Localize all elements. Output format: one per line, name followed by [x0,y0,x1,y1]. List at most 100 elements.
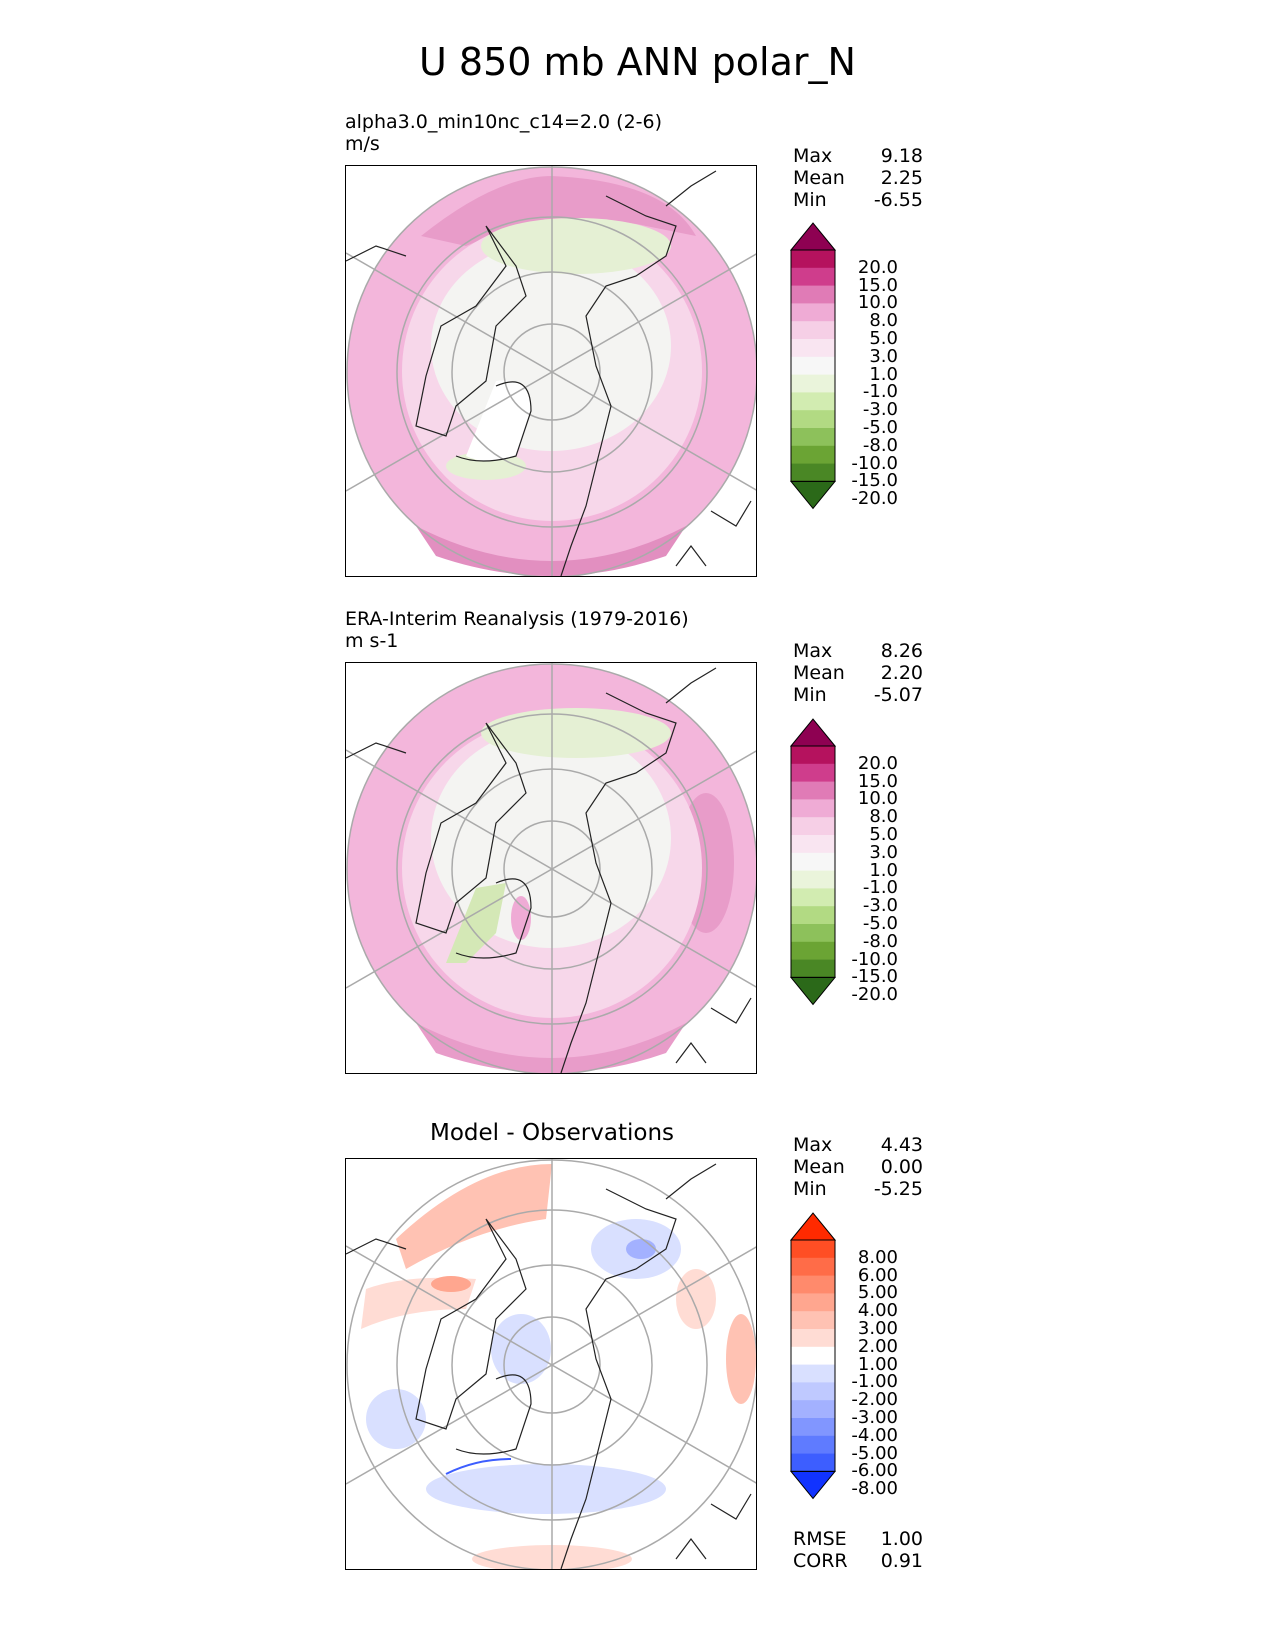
colorbar-tick-label: -1.0 [862,877,898,899]
panel-2-stats: Max 8.26 Mean 2.20 Min -5.07 [793,640,923,706]
panel-3-min-label: Min [793,1178,827,1200]
colorbar-tick-label: -5.00 [851,1442,898,1464]
colorbar-bin [791,463,835,482]
colorbar-bin [791,1418,835,1437]
colorbar-outline [790,249,836,482]
panel-3-map-svg [346,1159,756,1569]
colorbar-bin [791,285,835,304]
panel-2-units: m s-1 [345,630,399,652]
panel-1-units: m/s [345,133,380,155]
colorbar-tick-label: 8.0 [869,310,898,332]
colorbar-bin [791,1240,835,1259]
colorbar-tick-label: 15.0 [857,274,898,296]
colorbar-tick-label: -20.0 [851,984,898,1006]
colorbar-tick-label: 4.00 [857,1300,898,1322]
colorbar-tick-label: -10.0 [851,452,898,474]
colorbar-bin [791,799,835,818]
colorbar-bin [791,817,835,836]
panel-2-min-label: Min [793,684,827,706]
panel-2-mean-value: 2.20 [880,662,923,684]
colorbar-bin [791,1400,835,1419]
colorbar-tick-label: -3.0 [862,399,898,421]
panel-3-mean-value: 0.00 [880,1156,923,1178]
colorbar-bin [791,428,835,447]
colorbar-bin [791,1435,835,1455]
corr-label: CORR [793,1550,848,1572]
colorbar-bin [791,941,835,961]
panel-3-stats: Max 4.43 Mean 0.00 Min -5.25 [793,1134,923,1200]
colorbar-tick-label: 3.0 [869,345,898,367]
colorbar-tick-label: 3.0 [869,841,898,863]
colorbar-outline [790,745,836,978]
colorbar-tick-label: 8.00 [857,1246,898,1268]
colorbar-outline [790,1239,836,1472]
colorbar-tick-label: 5.0 [869,328,898,349]
panel-2-min-value: -5.07 [873,684,923,706]
colorbar-tick-label: -15.0 [851,966,898,988]
panel-1-max-value: 9.18 [880,145,923,167]
panel-1-min-value: -6.55 [873,189,923,211]
panel-2-max-label: Max [793,640,833,662]
colorbar-extend-bottom [790,480,836,510]
colorbar-tick-label: -3.00 [851,1407,898,1428]
colorbar-tick-label: -8.00 [851,1478,898,1500]
panel-2-map [345,662,757,1074]
rmse-value: 1.00 [880,1528,923,1550]
colorbar-bin [791,959,835,978]
colorbar-tick-label: 10.0 [857,788,898,810]
panel-1-title: alpha3.0_min10nc_c14=2.0 (2-6) m/s [345,111,662,155]
colorbar-tick-label: 15.0 [857,770,898,792]
corr-value: 0.91 [880,1550,923,1572]
colorbar-bin [791,888,835,907]
panel-2-title: ERA-Interim Reanalysis (1979-2016) m s-1 [345,608,689,652]
colorbar-bin [791,835,835,854]
panel-1-title-line-1: alpha3.0_min10nc_c14=2.0 (2-6) [345,111,663,133]
colorbar-tick-label: 10.0 [857,292,898,314]
colorbar-bin [791,781,835,800]
colorbar-tick-label: -1.00 [851,1371,898,1393]
colorbar-bin [791,303,835,322]
colorbar-tick-label: -3.0 [862,895,898,917]
colorbar-tick-label: -5.0 [862,913,898,934]
colorbar-bin [791,1257,835,1277]
panel-3-title: Model - Observations [429,1120,674,1146]
colorbar-bin [791,267,835,287]
colorbar-bin [791,1453,835,1472]
panel-3-extra-stats: RMSE 1.00 CORR 0.91 [793,1528,923,1572]
colorbar-bin [791,852,835,872]
colorbar-bin [791,321,835,340]
colorbar-tick-label: -2.00 [851,1389,898,1411]
colorbar-tick-label: -8.0 [862,434,898,456]
panel-1-colorbar [790,222,836,510]
colorbar-tick-label: -10.0 [851,948,898,970]
colorbar-bin [791,1293,835,1312]
colorbar-bin [791,870,835,889]
panel-2-max-value: 8.26 [880,640,923,662]
colorbar-bin [791,374,835,393]
colorbar-extend-top [790,1212,836,1241]
panel-2-mean-label: Mean [793,662,845,684]
panel-1-mean-label: Mean [793,167,845,189]
colorbar-bin [791,1311,835,1330]
colorbar-extend-top [790,222,836,251]
colorbar-bin [791,906,835,925]
colorbar-tick-label: -8.0 [862,930,898,952]
colorbar-tick-label: 5.0 [869,824,898,845]
panel-3-max-value: 4.43 [880,1134,923,1156]
colorbar-tick-label: 20.0 [857,752,898,774]
panel-3-min-value: -5.25 [873,1178,923,1200]
panel-2-map-svg [346,663,756,1073]
colorbar-bin [791,1275,835,1294]
colorbar-tick-label: -15.0 [851,470,898,492]
colorbar-tick-label: -5.0 [862,417,898,438]
colorbar-bin [791,1329,835,1348]
colorbar-tick-label: -20.0 [851,488,898,510]
colorbar-tick-label: 6.00 [857,1264,898,1286]
panel-3-max-label: Max [793,1134,833,1156]
colorbar-tick-label: 20.0 [857,256,898,278]
colorbar-extend-bottom [790,1470,836,1500]
colorbar-bin [791,445,835,465]
panel-3-colorbar [790,1212,836,1500]
panel-2-title-line-1: ERA-Interim Reanalysis (1979-2016) [345,608,689,630]
panel-1-map [345,165,757,577]
